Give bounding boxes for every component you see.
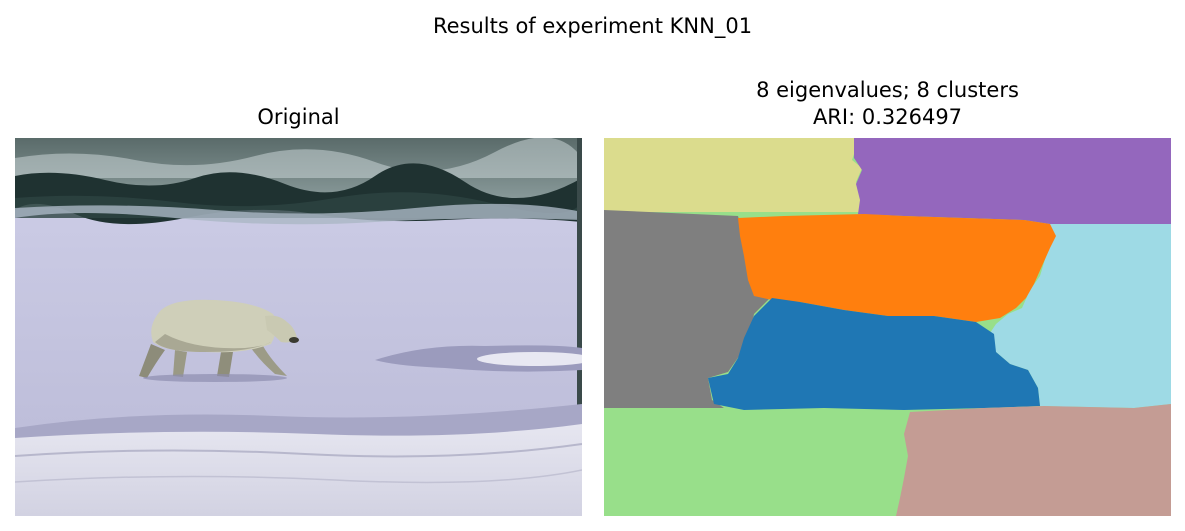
segment-middle-orange — [738, 214, 1056, 322]
segment-top-right — [854, 138, 1171, 224]
original-image-title: Original — [257, 105, 340, 129]
segment-middle-left — [604, 210, 770, 408]
segment-bottom-right — [896, 404, 1171, 516]
segment-middle-right — [988, 224, 1171, 408]
segment-top-left — [604, 138, 862, 212]
segment-center-blue — [708, 298, 1040, 410]
figure-suptitle: Results of experiment KNN_01 — [432, 14, 753, 38]
original-image — [15, 138, 582, 516]
segmentation-title: 8 eigenvalues; 8 clusters ARI: 0.326497 — [604, 77, 1171, 131]
segmentation-title-line2: ARI: 0.326497 — [812, 105, 963, 129]
segmentation-map — [604, 138, 1171, 516]
segmentation-title-line1: 8 eigenvalues; 8 clusters — [756, 78, 1019, 102]
polar-bear — [139, 299, 299, 382]
